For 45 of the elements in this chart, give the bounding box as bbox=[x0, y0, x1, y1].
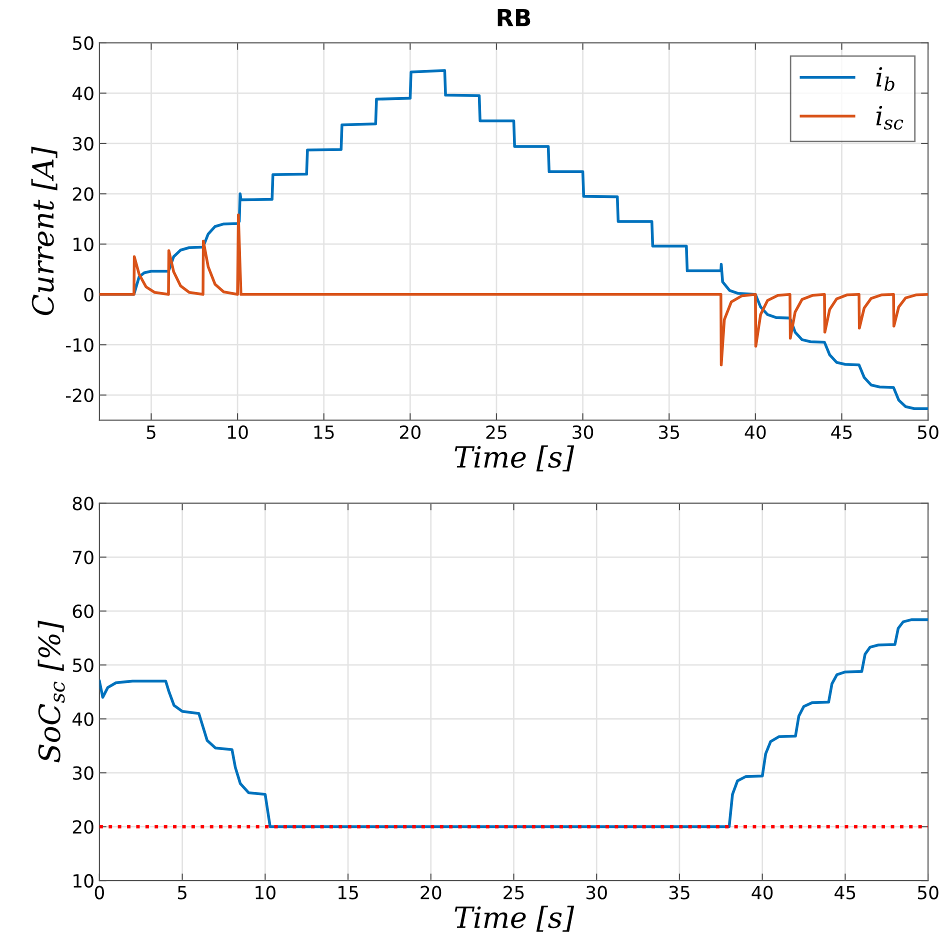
y-tick-label: 20 bbox=[72, 187, 94, 201]
y-tick-label: 80 bbox=[72, 496, 94, 510]
x-tick-label: 20 bbox=[400, 425, 420, 440]
x-tick-label: 5 bbox=[178, 886, 186, 900]
y-tick-label: 0 bbox=[84, 288, 94, 302]
y-axis-title: Current [A] bbox=[31, 146, 58, 316]
x-tick-label: 10 bbox=[228, 425, 248, 440]
y-tick-label: 70 bbox=[73, 550, 94, 564]
x-axis-title: Time [s] bbox=[454, 445, 574, 472]
x-tick-label: 15 bbox=[338, 886, 358, 900]
x-tick-label: 40 bbox=[752, 886, 773, 900]
y-tick-label: 50 bbox=[72, 36, 94, 50]
x-tick-label: 25 bbox=[486, 425, 506, 440]
x-tick-label: 45 bbox=[834, 886, 856, 900]
y-tick-label: 40 bbox=[72, 712, 94, 726]
y-tick-label: 10 bbox=[74, 874, 94, 888]
x-tick-label: 25 bbox=[504, 886, 524, 900]
y-tick-label: -20 bbox=[66, 388, 94, 402]
legend-label: i$_{b}$ bbox=[876, 67, 894, 91]
x-tick-label: 0 bbox=[94, 886, 104, 900]
y-axis-title: SoC$_{sc}$ [%] bbox=[38, 620, 65, 762]
y-tick-label: 30 bbox=[72, 766, 94, 780]
x-tick-label: 35 bbox=[659, 425, 680, 440]
y-tick-label: 20 bbox=[72, 820, 94, 834]
y-tick-label: 50 bbox=[72, 658, 94, 672]
y-tick-label: 40 bbox=[72, 86, 94, 100]
x-tick-label: 40 bbox=[744, 425, 766, 440]
legend-label: i$_{sc}$ bbox=[876, 106, 904, 130]
line-series bbox=[99, 214, 928, 366]
x-tick-label: 15 bbox=[314, 426, 334, 440]
x-tick-label: 10 bbox=[256, 886, 276, 900]
x-tick-label: 50 bbox=[918, 425, 938, 440]
x-tick-label: 50 bbox=[918, 886, 938, 900]
y-tick-label: 60 bbox=[72, 604, 94, 618]
x-axis-title: Time [s] bbox=[454, 906, 574, 932]
x-tick-label: 35 bbox=[669, 886, 690, 900]
x-tick-label: 20 bbox=[420, 886, 442, 900]
x-tick-label: 5 bbox=[146, 426, 156, 440]
y-tick-label: -10 bbox=[66, 338, 94, 352]
y-tick-label: 30 bbox=[72, 136, 94, 151]
y-tick-label: 10 bbox=[74, 238, 94, 252]
x-tick-label: 30 bbox=[572, 425, 594, 440]
x-tick-label: 30 bbox=[586, 886, 607, 900]
x-tick-label: 45 bbox=[831, 426, 852, 440]
chart-title: RB bbox=[498, 8, 530, 26]
